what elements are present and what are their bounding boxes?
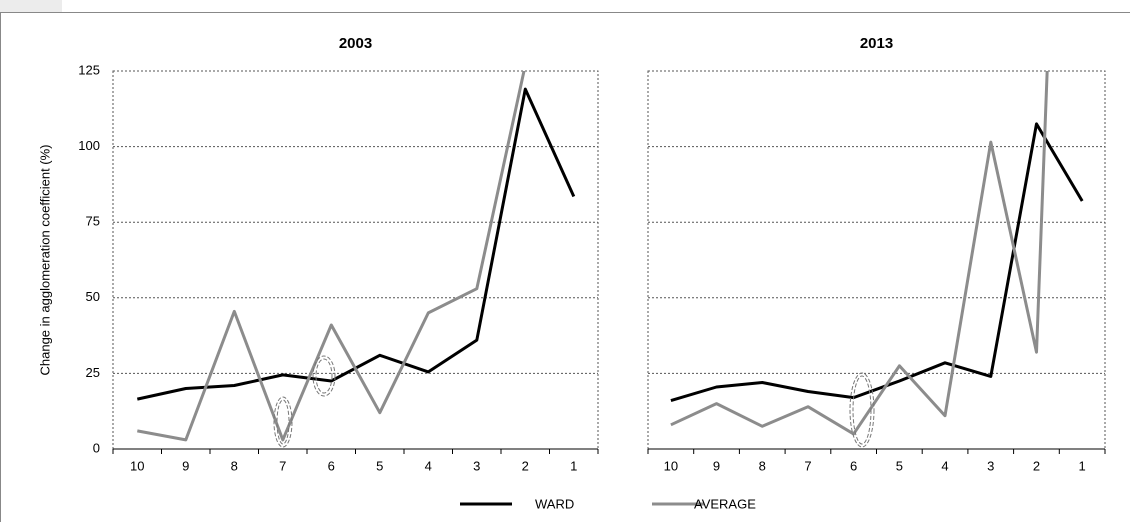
x-tick-label: 2 <box>1033 458 1040 473</box>
x-tick-label: 8 <box>759 458 766 473</box>
legend-label: AVERAGE <box>694 496 756 511</box>
y-axis-label: Change in agglomeration coefficient (%) <box>37 144 52 375</box>
y-tick-label: 100 <box>78 138 100 153</box>
highlight-ellipse <box>315 358 333 394</box>
x-tick-label: 5 <box>896 458 903 473</box>
highlight-ellipse <box>276 399 290 445</box>
plot-area <box>670 71 1084 436</box>
legend-label: WARD <box>535 496 574 511</box>
x-tick-label: 4 <box>425 458 432 473</box>
series-line <box>670 71 1049 436</box>
x-tick-label: 2 <box>522 458 529 473</box>
x-tick-label: 7 <box>279 458 286 473</box>
x-tick-label: 4 <box>941 458 948 473</box>
y-tick-label: 50 <box>86 289 100 304</box>
series-line <box>137 71 526 442</box>
chart-title: 2013 <box>860 35 893 52</box>
highlight-ellipse <box>852 375 872 445</box>
corner-strip <box>0 0 62 12</box>
x-tick-label: 8 <box>231 458 238 473</box>
highlight-ellipse <box>849 372 875 448</box>
x-tick-label: 3 <box>473 458 480 473</box>
x-tick-label: 1 <box>1079 458 1086 473</box>
x-tick-label: 3 <box>987 458 994 473</box>
x-tick-label: 7 <box>804 458 811 473</box>
y-tick-label: 25 <box>86 365 100 380</box>
highlight-ellipse <box>312 355 336 397</box>
x-tick-label: 10 <box>664 458 678 473</box>
x-tick-label: 9 <box>182 458 189 473</box>
x-tick-label: 5 <box>376 458 383 473</box>
x-tick-label: 1 <box>570 458 577 473</box>
plot-area <box>136 71 576 442</box>
highlight-ellipse <box>273 396 293 448</box>
y-tick-label: 125 <box>78 62 100 77</box>
x-tick-label: 9 <box>713 458 720 473</box>
chart-title: 2003 <box>339 35 372 52</box>
x-tick-label: 10 <box>130 458 144 473</box>
y-tick-label: 75 <box>86 214 100 229</box>
y-tick-label: 0 <box>93 440 100 455</box>
x-tick-label: 6 <box>850 458 857 473</box>
x-tick-label: 6 <box>328 458 335 473</box>
